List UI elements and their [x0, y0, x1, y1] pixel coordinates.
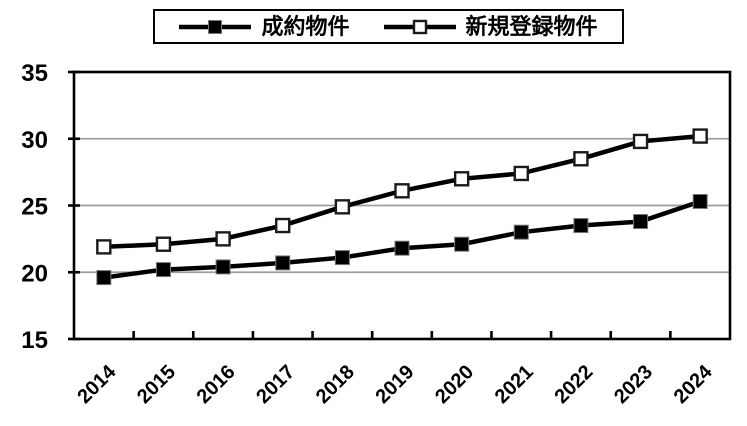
data-marker-open-square [215, 231, 231, 247]
data-marker-filled-square [96, 270, 112, 286]
x-axis-tick-label: 2017 [252, 361, 299, 408]
y-axis-tick-label: 25 [21, 194, 48, 221]
chart-legend: 成約物件 新規登録物件 [153, 9, 624, 44]
data-marker-filled-square [215, 259, 231, 275]
legend-open-square-marker-icon [383, 19, 456, 34]
data-marker-filled-square [155, 262, 171, 278]
data-marker-open-square [275, 217, 291, 234]
y-axis-tick-label: 30 [21, 127, 48, 154]
data-marker-filled-square [692, 193, 708, 209]
x-axis-tick-label: 2023 [610, 361, 657, 408]
data-marker-filled-square [275, 255, 291, 271]
data-marker-open-square [453, 171, 470, 187]
x-axis-tick-label: 2018 [312, 361, 359, 408]
y-axis-tick-label: 20 [21, 260, 48, 287]
data-marker-filled-square [454, 236, 470, 252]
y-axis-tick-label: 35 [21, 60, 48, 87]
x-axis-tick-label: 2016 [193, 361, 240, 408]
data-marker-open-square [513, 165, 529, 182]
data-marker-open-square [394, 183, 410, 199]
data-marker-filled-square [513, 224, 529, 240]
legend-item-contracted: 成約物件 [179, 13, 350, 39]
data-marker-filled-square [394, 240, 410, 256]
x-axis-tick-label: 2015 [133, 361, 180, 408]
data-marker-open-square [155, 236, 172, 252]
legend-item-new-listings: 新規登録物件 [383, 13, 598, 39]
legend-label-new-listings: 新規登録物件 [465, 13, 598, 39]
x-axis-tick-label: 2024 [670, 360, 718, 408]
x-axis-tick-label: 2021 [491, 361, 538, 408]
data-marker-open-square [573, 151, 589, 167]
y-axis-tick-label: 15 [21, 327, 48, 354]
x-axis-tick-label: 2020 [431, 361, 478, 408]
data-marker-filled-square [573, 218, 589, 234]
x-axis-tick-label: 2022 [550, 361, 597, 408]
data-marker-open-square [334, 199, 351, 215]
x-axis-tick-label: 2014 [73, 360, 121, 408]
data-marker-filled-square [633, 214, 649, 230]
data-marker-open-square [692, 128, 708, 144]
data-marker-open-square [632, 133, 649, 150]
x-axis-tick-label: 2019 [372, 361, 419, 408]
data-marker-filled-square [334, 250, 350, 266]
data-marker-open-square [96, 239, 112, 255]
legend-filled-square-marker-icon [179, 19, 252, 34]
legend-label-contracted: 成約物件 [261, 13, 350, 39]
